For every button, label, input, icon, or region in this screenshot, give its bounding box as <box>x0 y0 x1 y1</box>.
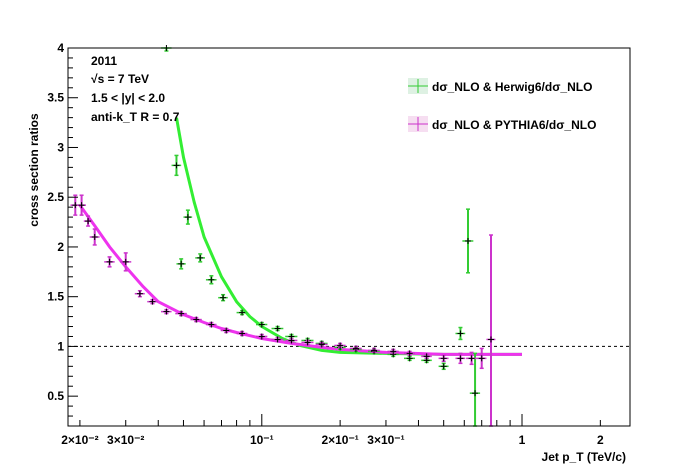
data-point-s0-7 <box>236 309 248 316</box>
data-point-s1-3 <box>89 228 100 246</box>
data-point-s0-8 <box>255 321 268 328</box>
legend-label-pythia: dσ_NLO & PYTHIA6/dσ_NLO <box>432 118 596 132</box>
data-point-s1-4 <box>104 256 115 268</box>
y-tick-label-5: 3 <box>57 140 64 154</box>
x-axis-title: Jet p_T (TeV/c) <box>542 450 626 464</box>
data-point-s1-21 <box>368 347 380 354</box>
data-point-s1-14 <box>255 333 268 340</box>
x-tick-label-2: 10⁻¹ <box>250 433 274 447</box>
data-point-s1-7 <box>147 298 158 305</box>
data-point-s0-9 <box>271 325 284 332</box>
data-point-s1-20 <box>349 345 362 352</box>
data-point-s1-12 <box>220 327 232 334</box>
data-point-s0-4 <box>195 253 206 263</box>
legend-marker-pythia <box>408 116 428 132</box>
annotation-rapidity: 1.5 < |y| < 2.0 <box>91 91 165 105</box>
legend-marker-herwig <box>408 78 428 94</box>
data-point-s1-1 <box>77 194 86 216</box>
data-point-s1-17 <box>301 339 314 346</box>
data-point-s1-25 <box>438 354 449 363</box>
data-point-s1-5 <box>119 252 132 272</box>
data-point-s1-8 <box>161 308 172 315</box>
data-point-s1-23 <box>404 350 416 357</box>
data-point-s1-6 <box>134 289 145 298</box>
axis-ticks: 0.5 1 1.5 2 2.5 3 3.5 4 2×10⁻² 3×10⁻² 10⁻¹ 2×10⁻¹ 3×… <box>47 41 604 447</box>
y-tick-label-4: 2.5 <box>47 190 64 204</box>
data-point-s1-10 <box>190 316 202 323</box>
data-point-s0-20 <box>455 326 466 341</box>
data-point-s1-15 <box>271 336 284 343</box>
x-tick-label-3: 2×10⁻¹ <box>321 433 358 447</box>
data-point-s1-9 <box>175 310 187 317</box>
y-tick-label-1: 1 <box>57 339 64 353</box>
y-tick-label-2: 1.5 <box>47 290 64 304</box>
data-point-s1-13 <box>236 330 248 337</box>
data-point-s0-6 <box>218 293 228 302</box>
data-point-s0-19 <box>438 362 449 371</box>
x-tick-label-4: 3×10⁻¹ <box>367 433 404 447</box>
y-tick-label-7: 4 <box>57 41 64 55</box>
y-axis-title: cross section ratios <box>27 113 41 227</box>
annotation-year: 2011 <box>91 54 117 68</box>
data-point-s0-3 <box>183 209 193 225</box>
annotation-block: 2011 √s = 7 TeV 1.5 < |y| < 2.0 anti-k_T… <box>91 54 180 124</box>
data-point-s1-27 <box>466 351 477 366</box>
annotation-energy: √s = 7 TeV <box>91 72 149 86</box>
legend-label-herwig: dσ_NLO & Herwig6/dσ_NLO <box>432 80 592 94</box>
data-point-s0-21 <box>462 208 474 274</box>
data-point-s0-1 <box>171 154 182 177</box>
data-point-s1-16 <box>285 337 298 344</box>
data-point-s1-22 <box>387 348 399 355</box>
data-point-s0-5 <box>205 275 217 285</box>
data-point-s1-24 <box>421 353 432 360</box>
y-tick-label-0: 0.5 <box>47 389 64 403</box>
x-tick-label-6: 2 <box>597 433 604 447</box>
data-point-s1-18 <box>315 341 328 348</box>
y-tick-label-3: 2 <box>57 240 64 254</box>
x-tick-label-5: 1 <box>519 433 526 447</box>
data-point-s1-26 <box>455 352 466 365</box>
data-point-s1-2 <box>83 215 93 227</box>
x-tick-label-0: 2×10⁻² <box>61 433 98 447</box>
legend: dσ_NLO & Herwig6/dσ_NLO dσ_NLO & PYTHIA6… <box>408 78 596 132</box>
data-point-s1-28 <box>476 347 487 370</box>
data-point-s0-2 <box>176 258 186 270</box>
data-point-s1-19 <box>334 342 346 349</box>
y-tick-label-6: 3.5 <box>47 91 64 105</box>
annotation-algorithm: anti-k_T R = 0.7 <box>91 110 180 124</box>
data-point-s1-11 <box>205 321 217 328</box>
x-tick-label-1: 3×10⁻² <box>107 433 144 447</box>
